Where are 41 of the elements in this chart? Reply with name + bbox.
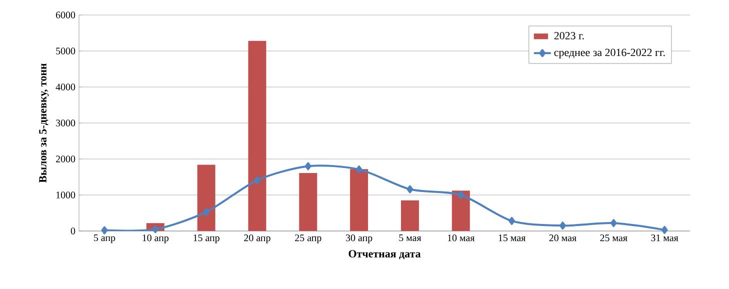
x-tick-label: 20 мая: [549, 234, 576, 242]
y-tick-label: 0: [70, 228, 76, 234]
y-tick-label: 1000: [56, 192, 76, 198]
x-tick-label: 10 мая: [448, 234, 475, 242]
bar: [350, 169, 368, 231]
y-tick-label: 5000: [56, 48, 76, 54]
y-axis-title: Вылов за 5-дневку, тонн: [39, 63, 49, 183]
point: [356, 165, 362, 174]
point: [304, 162, 312, 170]
x-tick-label: 10 апр: [142, 234, 169, 244]
x-tick-label: 30 апр: [346, 234, 372, 244]
bar: [400, 200, 419, 231]
point: [101, 226, 108, 234]
bar: [299, 173, 318, 231]
legend-label: 2023 г.: [554, 32, 584, 40]
x-tick-label: 5 мая: [399, 234, 422, 242]
bar: [248, 40, 266, 231]
point: [254, 176, 260, 184]
x-tick-label: 25 апр: [295, 234, 322, 244]
x-tick-label: 25 мая: [600, 234, 628, 242]
point: [661, 226, 668, 234]
legend-label: среднее за 2016-2022 гг.: [554, 48, 665, 58]
point: [152, 225, 159, 234]
point: [203, 208, 210, 216]
y-tick-label: 3000: [56, 120, 76, 126]
y-tick-label: 4000: [56, 84, 76, 90]
x-tick-label: 20 апр: [244, 234, 270, 244]
point: [508, 216, 516, 225]
point: [610, 219, 617, 228]
x-tick-label: 31 мая: [651, 234, 678, 242]
point: [559, 222, 566, 230]
x-tick-label: 15 мая: [498, 234, 526, 242]
x-tick-label: 15 апр: [194, 234, 220, 244]
x-axis-title: Отчетная дата: [348, 250, 421, 260]
point: [406, 185, 414, 194]
bar: [197, 164, 216, 231]
bar: [452, 190, 470, 231]
x-tick-label: 5 апр: [94, 234, 116, 244]
y-tick-label: 6000: [56, 12, 76, 18]
y-tick-label: 2000: [56, 156, 76, 162]
point: [458, 191, 464, 199]
